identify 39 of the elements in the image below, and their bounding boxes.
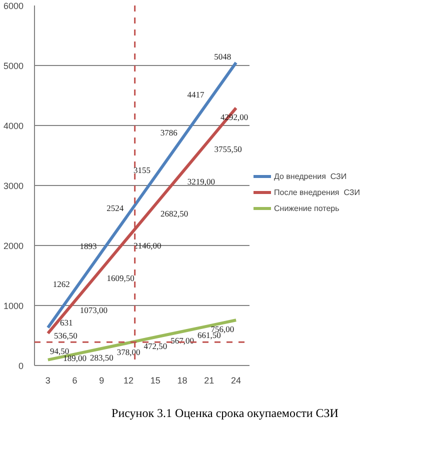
data-label: 189,00 (63, 353, 86, 364)
y-tick-label: 6000 (3, 1, 24, 11)
line-series (46, 318, 238, 362)
y-tick-label: 0 (18, 361, 24, 371)
x-tick-label: 24 (231, 376, 242, 386)
data-label: 1073,00 (80, 305, 108, 316)
y-tick-label: 4000 (3, 121, 24, 131)
x-tick-label: 3 (45, 376, 50, 386)
y-tick-label: 1000 (3, 301, 24, 311)
x-tick-label: 15 (150, 376, 160, 386)
data-label: 5048 (214, 52, 232, 62)
y-tick-label: 3000 (3, 181, 24, 191)
x-tick-label: 6 (72, 376, 78, 386)
x-tick-label: 12 (124, 376, 134, 386)
legend-label: После внедрения СЗИ (274, 187, 360, 197)
legend-label: До внедрения СЗИ (274, 171, 347, 181)
x-tick-label: 9 (99, 376, 104, 386)
data-label: 1609,50 (106, 272, 134, 283)
legend-label: Снижение потерь (274, 203, 340, 213)
text: Рисунок 3.1 Оценка срока окупаемости СЗИ (112, 405, 338, 422)
data-label: 94,50 (50, 346, 70, 356)
data-label: 631 (60, 318, 73, 328)
data-label: 4417 (187, 89, 204, 100)
data-label: 1262 (52, 278, 70, 289)
data-label: 3755,50 (214, 144, 242, 154)
x-tick-label: 18 (177, 376, 188, 386)
data-label: 3786 (160, 127, 178, 138)
data-label: 378,00 (116, 346, 140, 357)
data-label: 3155 (133, 165, 150, 176)
data-label: 3219,00 (187, 176, 215, 186)
data-label: 756,00 (210, 324, 234, 334)
data-label: 536,50 (54, 330, 78, 340)
data-label: 283,50 (90, 352, 114, 362)
y-tick-label: 5000 (3, 61, 24, 71)
y-tick-label: 2000 (3, 241, 24, 251)
x-tick-label: 21 (204, 376, 214, 386)
data-label: 2682,50 (160, 208, 188, 219)
data-label: 2524 (106, 203, 124, 214)
data-label: 472,50 (144, 341, 168, 352)
